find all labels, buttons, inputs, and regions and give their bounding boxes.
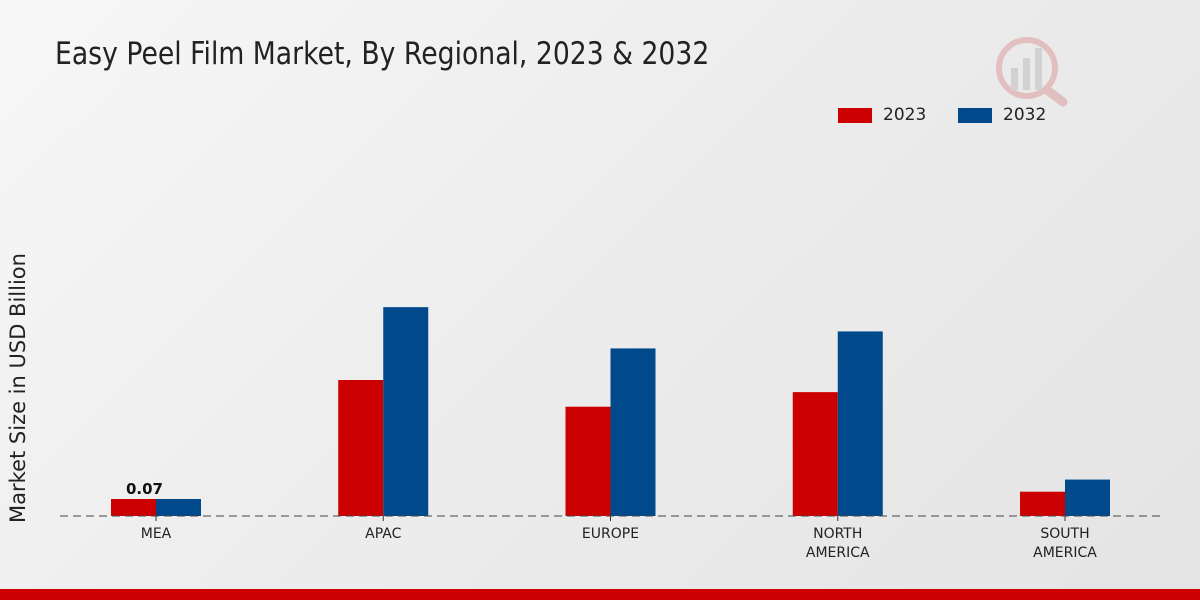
bar-2023-apac	[338, 380, 384, 516]
bar-2032-apac	[383, 307, 429, 516]
legend-swatch-2023	[838, 107, 872, 123]
legend-item-2032: 2032	[958, 105, 1046, 125]
x-tick-label: AMERICA	[806, 545, 870, 561]
bar-2023-south-america	[1020, 491, 1065, 516]
footer-bar	[0, 589, 1200, 600]
data-label: 0.07	[126, 480, 163, 498]
bar-2023-europe	[565, 406, 611, 516]
chart-title: Easy Peel Film Market, By Regional, 2023…	[55, 36, 710, 72]
bar-2023-mea	[111, 499, 156, 516]
bar-2032-europe	[610, 348, 656, 516]
bar-2032-north-america	[837, 331, 883, 516]
x-tick-label: NORTH	[813, 526, 862, 542]
x-tick-label: MEA	[141, 526, 172, 542]
x-tick-label: APAC	[365, 526, 401, 542]
legend-swatch-2032	[958, 107, 992, 123]
bar-2023-north-america	[792, 392, 838, 516]
x-tick-label: SOUTH	[1040, 526, 1089, 542]
legend-item-2023: 2023	[838, 105, 926, 125]
x-tick-label: AMERICA	[1033, 545, 1097, 561]
bar-2032-south-america	[1065, 479, 1110, 516]
legend-label-2023: 2023	[883, 105, 927, 125]
bar-2032-mea	[156, 499, 201, 516]
x-tick-label: EUROPE	[582, 526, 639, 542]
legend-label-2032: 2032	[1003, 105, 1047, 125]
